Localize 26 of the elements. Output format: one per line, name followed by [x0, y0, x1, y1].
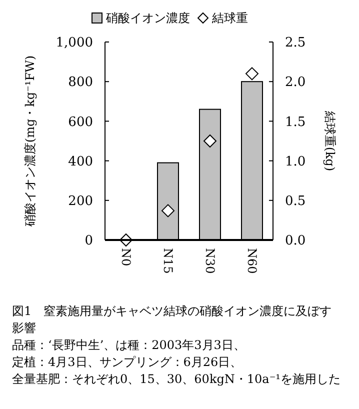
text: 図1 窒素施用量がキャベツ結球の硝酸イオン濃度に及ぼす影響 [12, 304, 332, 335]
x-tick-label: N60 [244, 248, 259, 274]
y-tick-label: 200 [68, 194, 93, 209]
text: 全量基肥：それぞれ0、15、30、60kgN・10a⁻¹を施用した [12, 372, 340, 386]
legend-label: 硝酸イオン濃度 [105, 11, 190, 26]
y-axis-title: 硝酸イオン濃度(mg・kg⁻¹FW) [23, 55, 38, 228]
point [204, 134, 216, 148]
point [162, 204, 174, 218]
y2-tick-label: 1.0 [285, 154, 306, 170]
x-tick-label: N0 [118, 248, 133, 266]
legend-label: 結球重 [211, 11, 248, 26]
y2-tick-label: 1.5 [285, 114, 306, 130]
y-tick-label: 1,000 [56, 36, 93, 51]
y2-tick-label: 2.0 [285, 75, 306, 90]
y2-tick-label: 0.5 [285, 194, 306, 209]
y-tick-label: 400 [68, 154, 93, 170]
y-tick-label: 0 [84, 234, 93, 249]
y2-tick-label: 0.0 [285, 234, 306, 249]
x-tick-label: N30 [202, 248, 217, 274]
x-tick-label: N15 [160, 248, 175, 274]
y-tick-label: 600 [68, 114, 93, 130]
text: 品種：‘長野中生’、は種：2003年3月3日、 [12, 338, 246, 352]
y2-tick-label: 2.5 [285, 36, 306, 51]
y2-axis-title: 結球重(kg) [322, 110, 337, 172]
y-tick-label: 800 [68, 75, 93, 90]
text: 定植：4月3日、サンプリング：6月26日、 [12, 355, 242, 369]
